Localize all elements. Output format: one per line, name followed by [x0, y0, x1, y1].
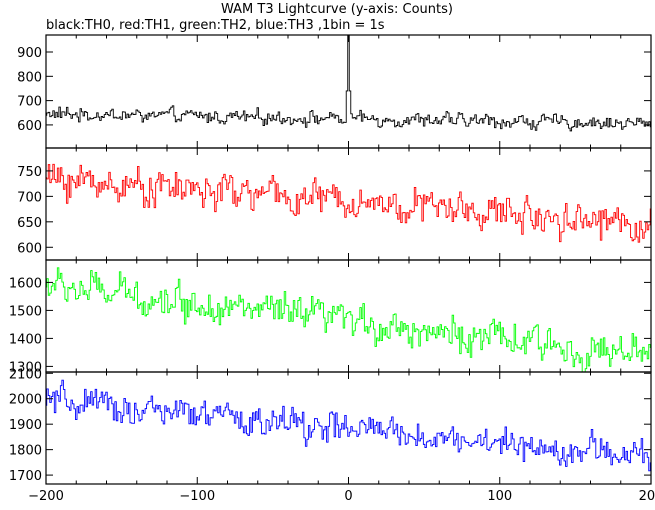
panels-group: 600 700 800 900 600 650 700 750 1300 1400 1500 1600… [9, 34, 655, 504]
series-line-th1 [46, 163, 651, 243]
panel-th1: 600 650 700 750 [17, 147, 652, 261]
series-line-th2 [46, 267, 651, 372]
y-tick-label: 650 [17, 216, 42, 231]
series-line-th0 [46, 35, 651, 132]
panel-th2: 1300 1400 1500 1600 [9, 259, 652, 375]
y-tick-label: 2000 [9, 393, 42, 408]
y-tick-label: 1300 [9, 360, 42, 375]
y-tick-label: 1800 [9, 444, 42, 459]
x-tick-label: −200 [28, 489, 64, 504]
panel-frame [45, 371, 652, 485]
chart-subtitle: black:TH0, red:TH1, green:TH2, blue:TH3 … [46, 18, 385, 33]
x-tick-label: 200 [639, 489, 655, 504]
series-line-th3 [46, 379, 651, 472]
x-tick-label: 0 [344, 489, 352, 504]
y-tick-label: 700 [17, 95, 42, 110]
y-tick-label: 600 [17, 241, 42, 256]
y-tick-label: 700 [17, 190, 42, 205]
y-tick-label: 1500 [9, 304, 42, 319]
y-tick-label: 600 [17, 119, 42, 134]
y-tick-label: 2100 [9, 367, 42, 382]
y-tick-label: 800 [17, 70, 42, 85]
panel-th0: 600 700 800 900 [17, 34, 652, 149]
y-tick-label: 1700 [9, 469, 42, 484]
x-tick-label: 100 [487, 489, 512, 504]
y-tick-label: 750 [17, 165, 42, 180]
chart-title: WAM T3 Lightcurve (y-axis: Counts) [221, 2, 453, 17]
y-tick-label: 1600 [9, 276, 42, 291]
panel-frame [45, 34, 652, 149]
y-tick-label: 1900 [9, 418, 42, 433]
y-tick-label: 900 [17, 46, 42, 61]
panel-frame [45, 147, 652, 261]
panel-th3: 1700 1800 1900 2000 2100 [9, 367, 652, 485]
y-tick-label: 1400 [9, 332, 42, 347]
panel-frame [45, 259, 652, 373]
x-tick-label: −100 [179, 489, 215, 504]
